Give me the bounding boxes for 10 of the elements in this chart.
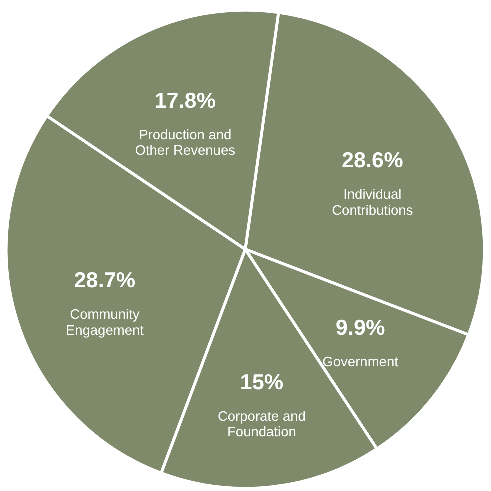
data-label: 28.7%	[74, 268, 136, 293]
slice-label: Corporate and Foundation	[218, 408, 306, 440]
slice-label: Community Engagement	[66, 307, 144, 338]
data-label: 17.8%	[154, 88, 216, 113]
slice-label: Government	[322, 354, 399, 370]
data-label: 9.9%	[336, 315, 386, 340]
slice-label: Production and Other Revenues	[135, 127, 236, 158]
data-label: 15%	[240, 369, 284, 394]
data-label: 28.6%	[342, 148, 404, 173]
slice-label: Individual Contributions	[332, 187, 414, 218]
